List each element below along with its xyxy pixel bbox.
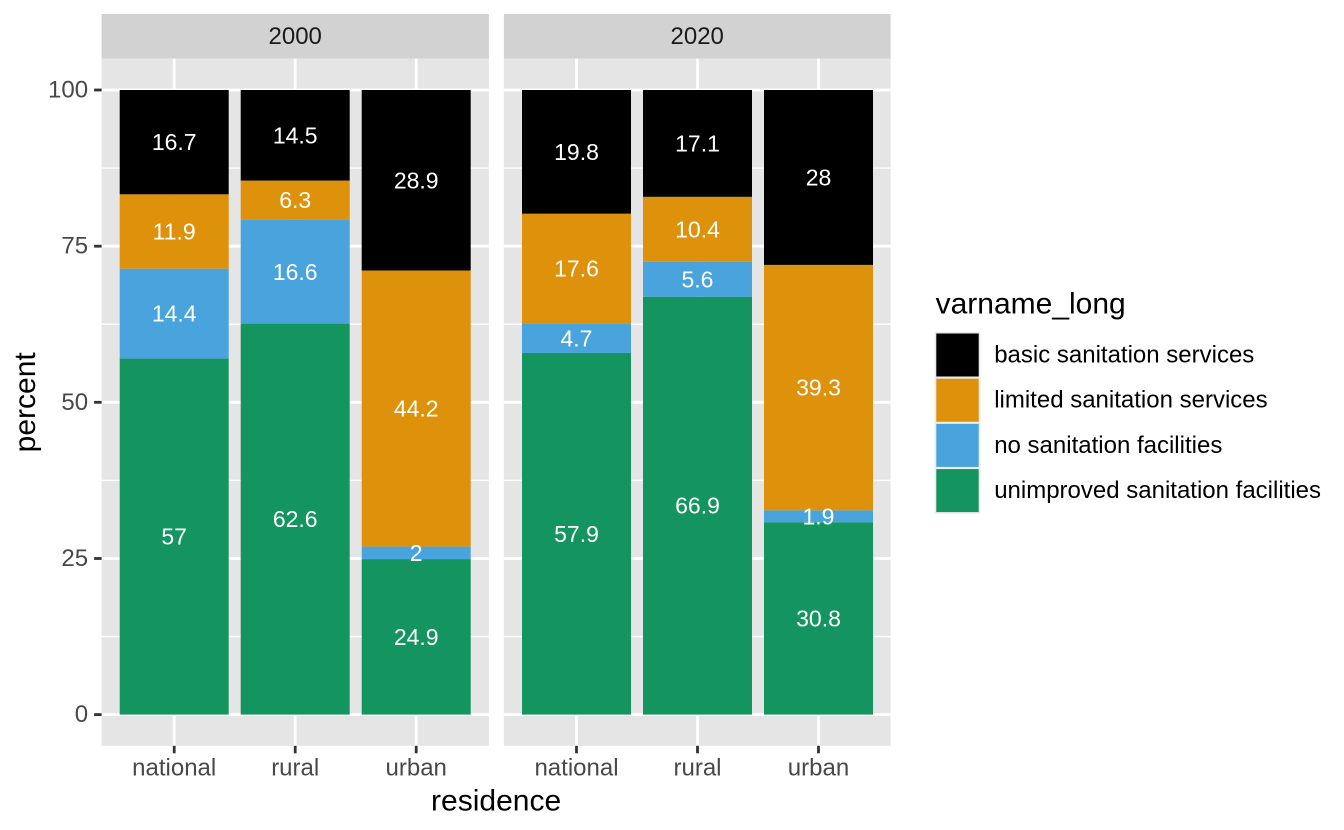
svg-text:0: 0: [75, 701, 88, 728]
svg-text:17.1: 17.1: [675, 130, 720, 156]
svg-text:100: 100: [48, 77, 88, 104]
svg-text:14.5: 14.5: [273, 122, 318, 148]
svg-text:percent: percent: [9, 352, 42, 453]
svg-text:10.4: 10.4: [675, 216, 720, 242]
svg-text:14.4: 14.4: [152, 301, 197, 327]
svg-text:28.9: 28.9: [394, 167, 439, 193]
svg-text:national: national: [534, 755, 618, 782]
svg-text:5.6: 5.6: [682, 266, 714, 292]
svg-text:44.2: 44.2: [394, 396, 439, 422]
svg-text:62.6: 62.6: [273, 506, 318, 532]
svg-text:6.3: 6.3: [279, 187, 311, 213]
svg-text:basic sanitation services: basic sanitation services: [994, 342, 1254, 369]
svg-text:national: national: [132, 755, 216, 782]
svg-text:rural: rural: [673, 755, 721, 782]
svg-text:30.8: 30.8: [796, 605, 841, 631]
svg-text:57.9: 57.9: [554, 521, 599, 547]
svg-text:19.8: 19.8: [554, 139, 599, 165]
svg-text:17.6: 17.6: [554, 256, 599, 282]
svg-text:varname_long: varname_long: [936, 288, 1126, 321]
svg-text:urban: urban: [788, 755, 849, 782]
svg-text:2: 2: [410, 540, 423, 566]
svg-text:24.9: 24.9: [394, 624, 439, 650]
svg-text:unimproved sanitation faciliti: unimproved sanitation facilities: [994, 477, 1321, 504]
svg-text:urban: urban: [386, 755, 447, 782]
svg-text:11.9: 11.9: [153, 219, 196, 245]
svg-text:16.6: 16.6: [273, 259, 318, 285]
svg-text:75: 75: [61, 233, 88, 260]
svg-text:residence: residence: [431, 784, 561, 817]
svg-text:2020: 2020: [671, 23, 724, 50]
svg-text:28: 28: [806, 164, 832, 190]
svg-text:1.9: 1.9: [803, 503, 835, 529]
svg-text:16.7: 16.7: [152, 129, 197, 155]
svg-text:limited sanitation services: limited sanitation services: [994, 387, 1267, 414]
svg-text:66.9: 66.9: [675, 493, 720, 519]
svg-text:2000: 2000: [269, 23, 322, 50]
svg-text:rural: rural: [271, 755, 319, 782]
svg-text:50: 50: [61, 389, 88, 416]
svg-text:57: 57: [161, 524, 187, 550]
svg-text:25: 25: [61, 545, 88, 572]
svg-text:4.7: 4.7: [561, 325, 593, 351]
svg-text:39.3: 39.3: [796, 375, 841, 401]
svg-text:no sanitation facilities: no sanitation facilities: [994, 432, 1222, 459]
